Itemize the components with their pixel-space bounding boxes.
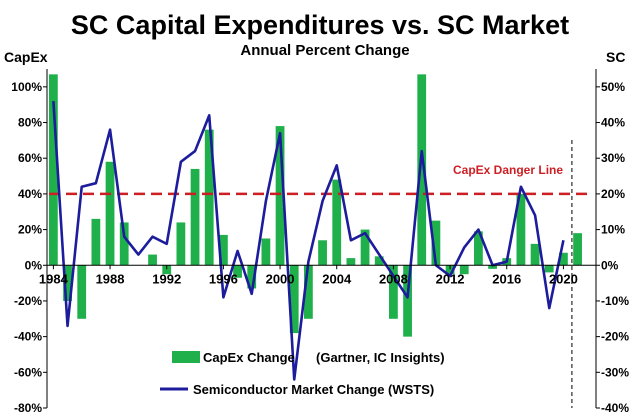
capex-bar-2004 (332, 179, 342, 266)
capex-bar-2011 (431, 220, 441, 266)
left-tick-label: 60% (18, 151, 42, 165)
capex-bar-2017 (516, 193, 526, 266)
left-tick-label: 40% (18, 187, 42, 201)
x-tick-label: 2004 (322, 271, 352, 286)
left-tick-label: 20% (18, 223, 42, 237)
legend-capex-swatch (172, 351, 200, 363)
capex-bar-1984 (48, 74, 58, 266)
capex-bar-2010 (417, 74, 427, 266)
right-tick-label: -20% (601, 330, 629, 344)
chart-subtitle: Annual Percent Change (240, 42, 409, 59)
capex-bar-2007 (374, 256, 384, 266)
capex-bar-2020 (559, 252, 568, 266)
left-tick-label: 100% (11, 80, 42, 94)
right-axis-title: SC (606, 49, 625, 65)
left-tick-label: -80% (14, 401, 42, 415)
right-tick-label: -40% (601, 401, 629, 415)
x-tick-label: 2016 (492, 271, 521, 286)
capex-bar-2002 (304, 265, 313, 319)
right-tick-label: 50% (601, 80, 625, 94)
right-tick-label: 20% (601, 187, 625, 201)
danger-line-label: CapEx Danger Line (453, 163, 563, 177)
right-tick-label: 0% (601, 258, 619, 272)
left-tick-label: -40% (14, 330, 42, 344)
capex-bar-1999 (261, 238, 271, 266)
capex-bar-2014 (474, 231, 483, 266)
left-tick-label: 80% (18, 116, 42, 130)
capex-bar-1993 (176, 222, 186, 266)
legend: CapEx Change (Gartner, IC Insights) Semi… (160, 350, 445, 397)
left-tick-label: -60% (14, 365, 42, 379)
capex-bar-1998 (247, 265, 257, 289)
x-tick-label: 2020 (549, 271, 578, 286)
capex-bar-1989 (119, 222, 129, 266)
market-line (52, 101, 565, 381)
capex-bar-2006 (360, 229, 370, 266)
capex-bar-2000 (275, 126, 285, 266)
x-tick-label: 2008 (379, 271, 408, 286)
legend-capex-source: (Gartner, IC Insights) (316, 350, 445, 365)
capex-bar-1986 (77, 265, 87, 319)
x-tick-label: 1984 (39, 271, 69, 286)
capex-bar-2013 (459, 265, 469, 275)
right-tick-label: 10% (601, 223, 625, 237)
left-tick-label: 0% (25, 258, 43, 272)
capex-bar-2001 (289, 265, 299, 334)
capex-bar-1997 (233, 265, 242, 278)
x-tick-label: 2000 (266, 271, 295, 286)
plot-area: CapEx Danger Line -80% -60% -40% -20% 0% 20% 40… (11, 69, 629, 415)
capex-bar-2005 (346, 258, 356, 266)
capex-bar-1988 (105, 161, 115, 266)
left-tick-label: -20% (14, 294, 42, 308)
capex-bar-1995 (204, 129, 214, 266)
capex-bar-2015 (488, 265, 497, 269)
capex-bar-2009 (403, 265, 412, 337)
capex-bar-1985 (63, 265, 72, 301)
legend-market-label: Semiconductor Market Change (WSTS) (193, 382, 434, 397)
x-tick-label: 1992 (152, 271, 181, 286)
right-tick-label: 40% (601, 116, 625, 130)
x-tick-label: 1996 (209, 271, 238, 286)
capex-bar-1991 (148, 254, 157, 266)
right-tick-label: -10% (601, 294, 629, 308)
capex-bar-2003 (318, 240, 327, 266)
capex-bar-2019 (544, 265, 554, 273)
x-tick-label: 1988 (96, 271, 125, 286)
capex-bar-1994 (190, 168, 200, 266)
legend-capex-label: CapEx Change (203, 350, 295, 365)
capex-bar-2018 (530, 243, 540, 266)
capex-bar-1992 (162, 265, 172, 275)
x-tick-label: 2012 (436, 271, 465, 286)
chart-title: SC Capital Expenditures vs. SC Market (71, 10, 569, 40)
capex-bar-1996 (219, 234, 228, 266)
left-axis-title: CapEx (4, 49, 48, 65)
capex-bar-2012 (445, 265, 455, 275)
capex-bar-2021 (573, 233, 582, 266)
capex-bar-2008 (389, 265, 398, 319)
capex-bar-1987 (91, 218, 101, 266)
right-tick-label: 30% (601, 151, 625, 165)
right-tick-label: -30% (601, 365, 629, 379)
